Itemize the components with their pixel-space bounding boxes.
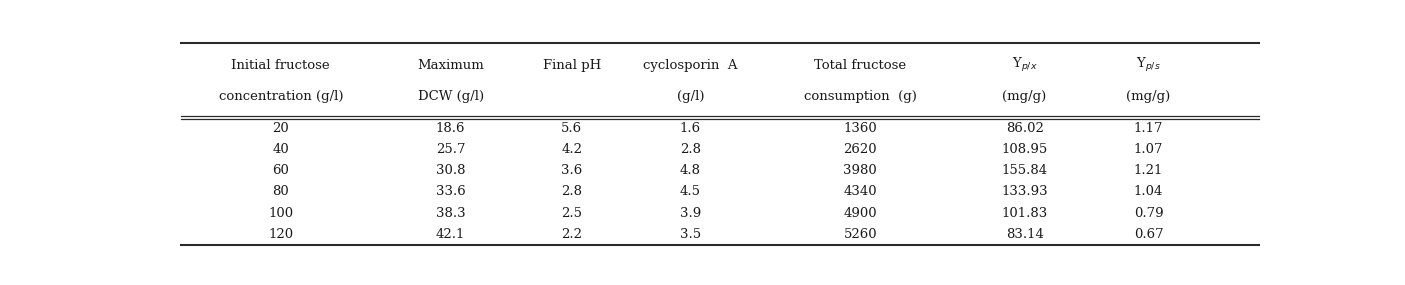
Text: 4.5: 4.5 — [680, 185, 701, 198]
Text: 18.6: 18.6 — [436, 122, 465, 135]
Text: 1.6: 1.6 — [680, 122, 701, 135]
Text: 120: 120 — [268, 228, 294, 241]
Text: 1360: 1360 — [843, 122, 877, 135]
Text: 80: 80 — [273, 185, 289, 198]
Text: 2.8: 2.8 — [562, 185, 582, 198]
Text: consumption  (g): consumption (g) — [804, 90, 916, 103]
Text: 83.14: 83.14 — [1006, 228, 1044, 241]
Text: 3980: 3980 — [843, 164, 877, 177]
Text: Y$_{p/s}$: Y$_{p/s}$ — [1137, 56, 1161, 74]
Text: Y$_{p/x}$: Y$_{p/x}$ — [1012, 56, 1037, 74]
Text: 2.8: 2.8 — [680, 143, 701, 156]
Text: 3.9: 3.9 — [680, 207, 701, 219]
Text: 2.5: 2.5 — [562, 207, 582, 219]
Text: Initial fructose: Initial fructose — [232, 59, 330, 72]
Text: 100: 100 — [268, 207, 294, 219]
Text: 1.21: 1.21 — [1134, 164, 1163, 177]
Text: 1.04: 1.04 — [1134, 185, 1163, 198]
Text: 60: 60 — [273, 164, 289, 177]
Text: 2620: 2620 — [843, 143, 877, 156]
Text: 0.67: 0.67 — [1134, 228, 1163, 241]
Text: 2.2: 2.2 — [562, 228, 582, 241]
Text: (mg/g): (mg/g) — [1127, 90, 1170, 103]
Text: 1.17: 1.17 — [1134, 122, 1163, 135]
Text: (g/l): (g/l) — [677, 90, 704, 103]
Text: 4.2: 4.2 — [562, 143, 582, 156]
Text: 40: 40 — [273, 143, 289, 156]
Text: 101.83: 101.83 — [1002, 207, 1048, 219]
Text: 42.1: 42.1 — [436, 228, 465, 241]
Text: 1.07: 1.07 — [1134, 143, 1163, 156]
Text: Final pH: Final pH — [542, 59, 601, 72]
Text: 30.8: 30.8 — [436, 164, 465, 177]
Text: 5260: 5260 — [843, 228, 877, 241]
Text: 3.5: 3.5 — [680, 228, 701, 241]
Text: 4340: 4340 — [843, 185, 877, 198]
Text: 155.84: 155.84 — [1002, 164, 1048, 177]
Text: 25.7: 25.7 — [436, 143, 465, 156]
Text: 33.6: 33.6 — [436, 185, 465, 198]
Text: Maximum: Maximum — [417, 59, 483, 72]
Text: (mg/g): (mg/g) — [1003, 90, 1047, 103]
Text: 38.3: 38.3 — [436, 207, 465, 219]
Text: DCW (g/l): DCW (g/l) — [417, 90, 483, 103]
Text: 5.6: 5.6 — [561, 122, 583, 135]
Text: 4900: 4900 — [843, 207, 877, 219]
Text: Total fructose: Total fructose — [813, 59, 906, 72]
Text: 20: 20 — [273, 122, 289, 135]
Text: cyclosporin  A: cyclosporin A — [643, 59, 738, 72]
Text: concentration (g/l): concentration (g/l) — [219, 90, 343, 103]
Text: 108.95: 108.95 — [1002, 143, 1048, 156]
Text: 86.02: 86.02 — [1006, 122, 1044, 135]
Text: 133.93: 133.93 — [1002, 185, 1048, 198]
Text: 3.6: 3.6 — [561, 164, 583, 177]
Text: 4.8: 4.8 — [680, 164, 701, 177]
Text: 0.79: 0.79 — [1134, 207, 1163, 219]
